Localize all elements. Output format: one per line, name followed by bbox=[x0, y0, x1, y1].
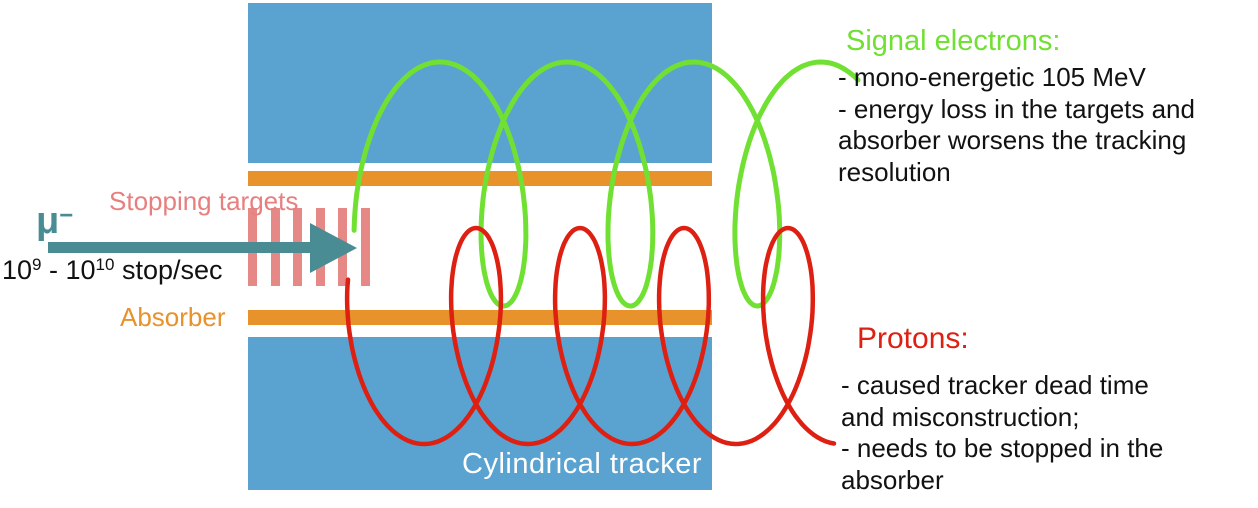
cylindrical-tracker-label: Cylindrical tracker bbox=[462, 448, 702, 480]
signal-electrons-notes: - mono-energetic 105 MeV - energy loss i… bbox=[838, 62, 1195, 188]
stopping-target-bar bbox=[360, 208, 370, 286]
absorber-top-bar bbox=[248, 171, 712, 186]
stopping-target-bar bbox=[293, 208, 302, 286]
stopping-target-bar bbox=[315, 208, 325, 286]
absorber-label: Absorber bbox=[120, 302, 226, 332]
signal-note-line: - mono-energetic 105 MeV bbox=[838, 62, 1146, 92]
proton-note-line: absorber bbox=[841, 464, 944, 495]
proton-note-line: and misconstruction; bbox=[841, 401, 1080, 432]
signal-electrons-title: Signal electrons: bbox=[846, 25, 1061, 57]
stop-rate-label: 109 - 1010 stop/sec bbox=[2, 255, 223, 285]
signal-note-line: - energy loss in the targets and bbox=[838, 93, 1195, 124]
protons-title: Protons: bbox=[857, 322, 969, 355]
protons-notes: - caused tracker dead time and misconstr… bbox=[841, 370, 1163, 496]
proton-note-line: - caused tracker dead time bbox=[841, 370, 1149, 400]
stopping-target-bar bbox=[248, 208, 257, 286]
absorber-bottom-bar bbox=[248, 310, 712, 325]
signal-note-line: absorber worsens the tracking bbox=[838, 125, 1187, 155]
stopping-target-bar bbox=[338, 208, 347, 286]
signal-note-line: resolution bbox=[838, 156, 951, 187]
proton-note-line: - needs to be stopped in the bbox=[841, 433, 1164, 463]
stopping-targets-label: Stopping targets bbox=[109, 186, 299, 216]
muon-charge-sign: − bbox=[59, 202, 74, 229]
muon-symbol: μ− bbox=[36, 202, 73, 240]
stopping-target-bar bbox=[270, 208, 280, 286]
muon-letter: μ bbox=[36, 200, 60, 242]
tracker-top-half bbox=[248, 3, 712, 163]
